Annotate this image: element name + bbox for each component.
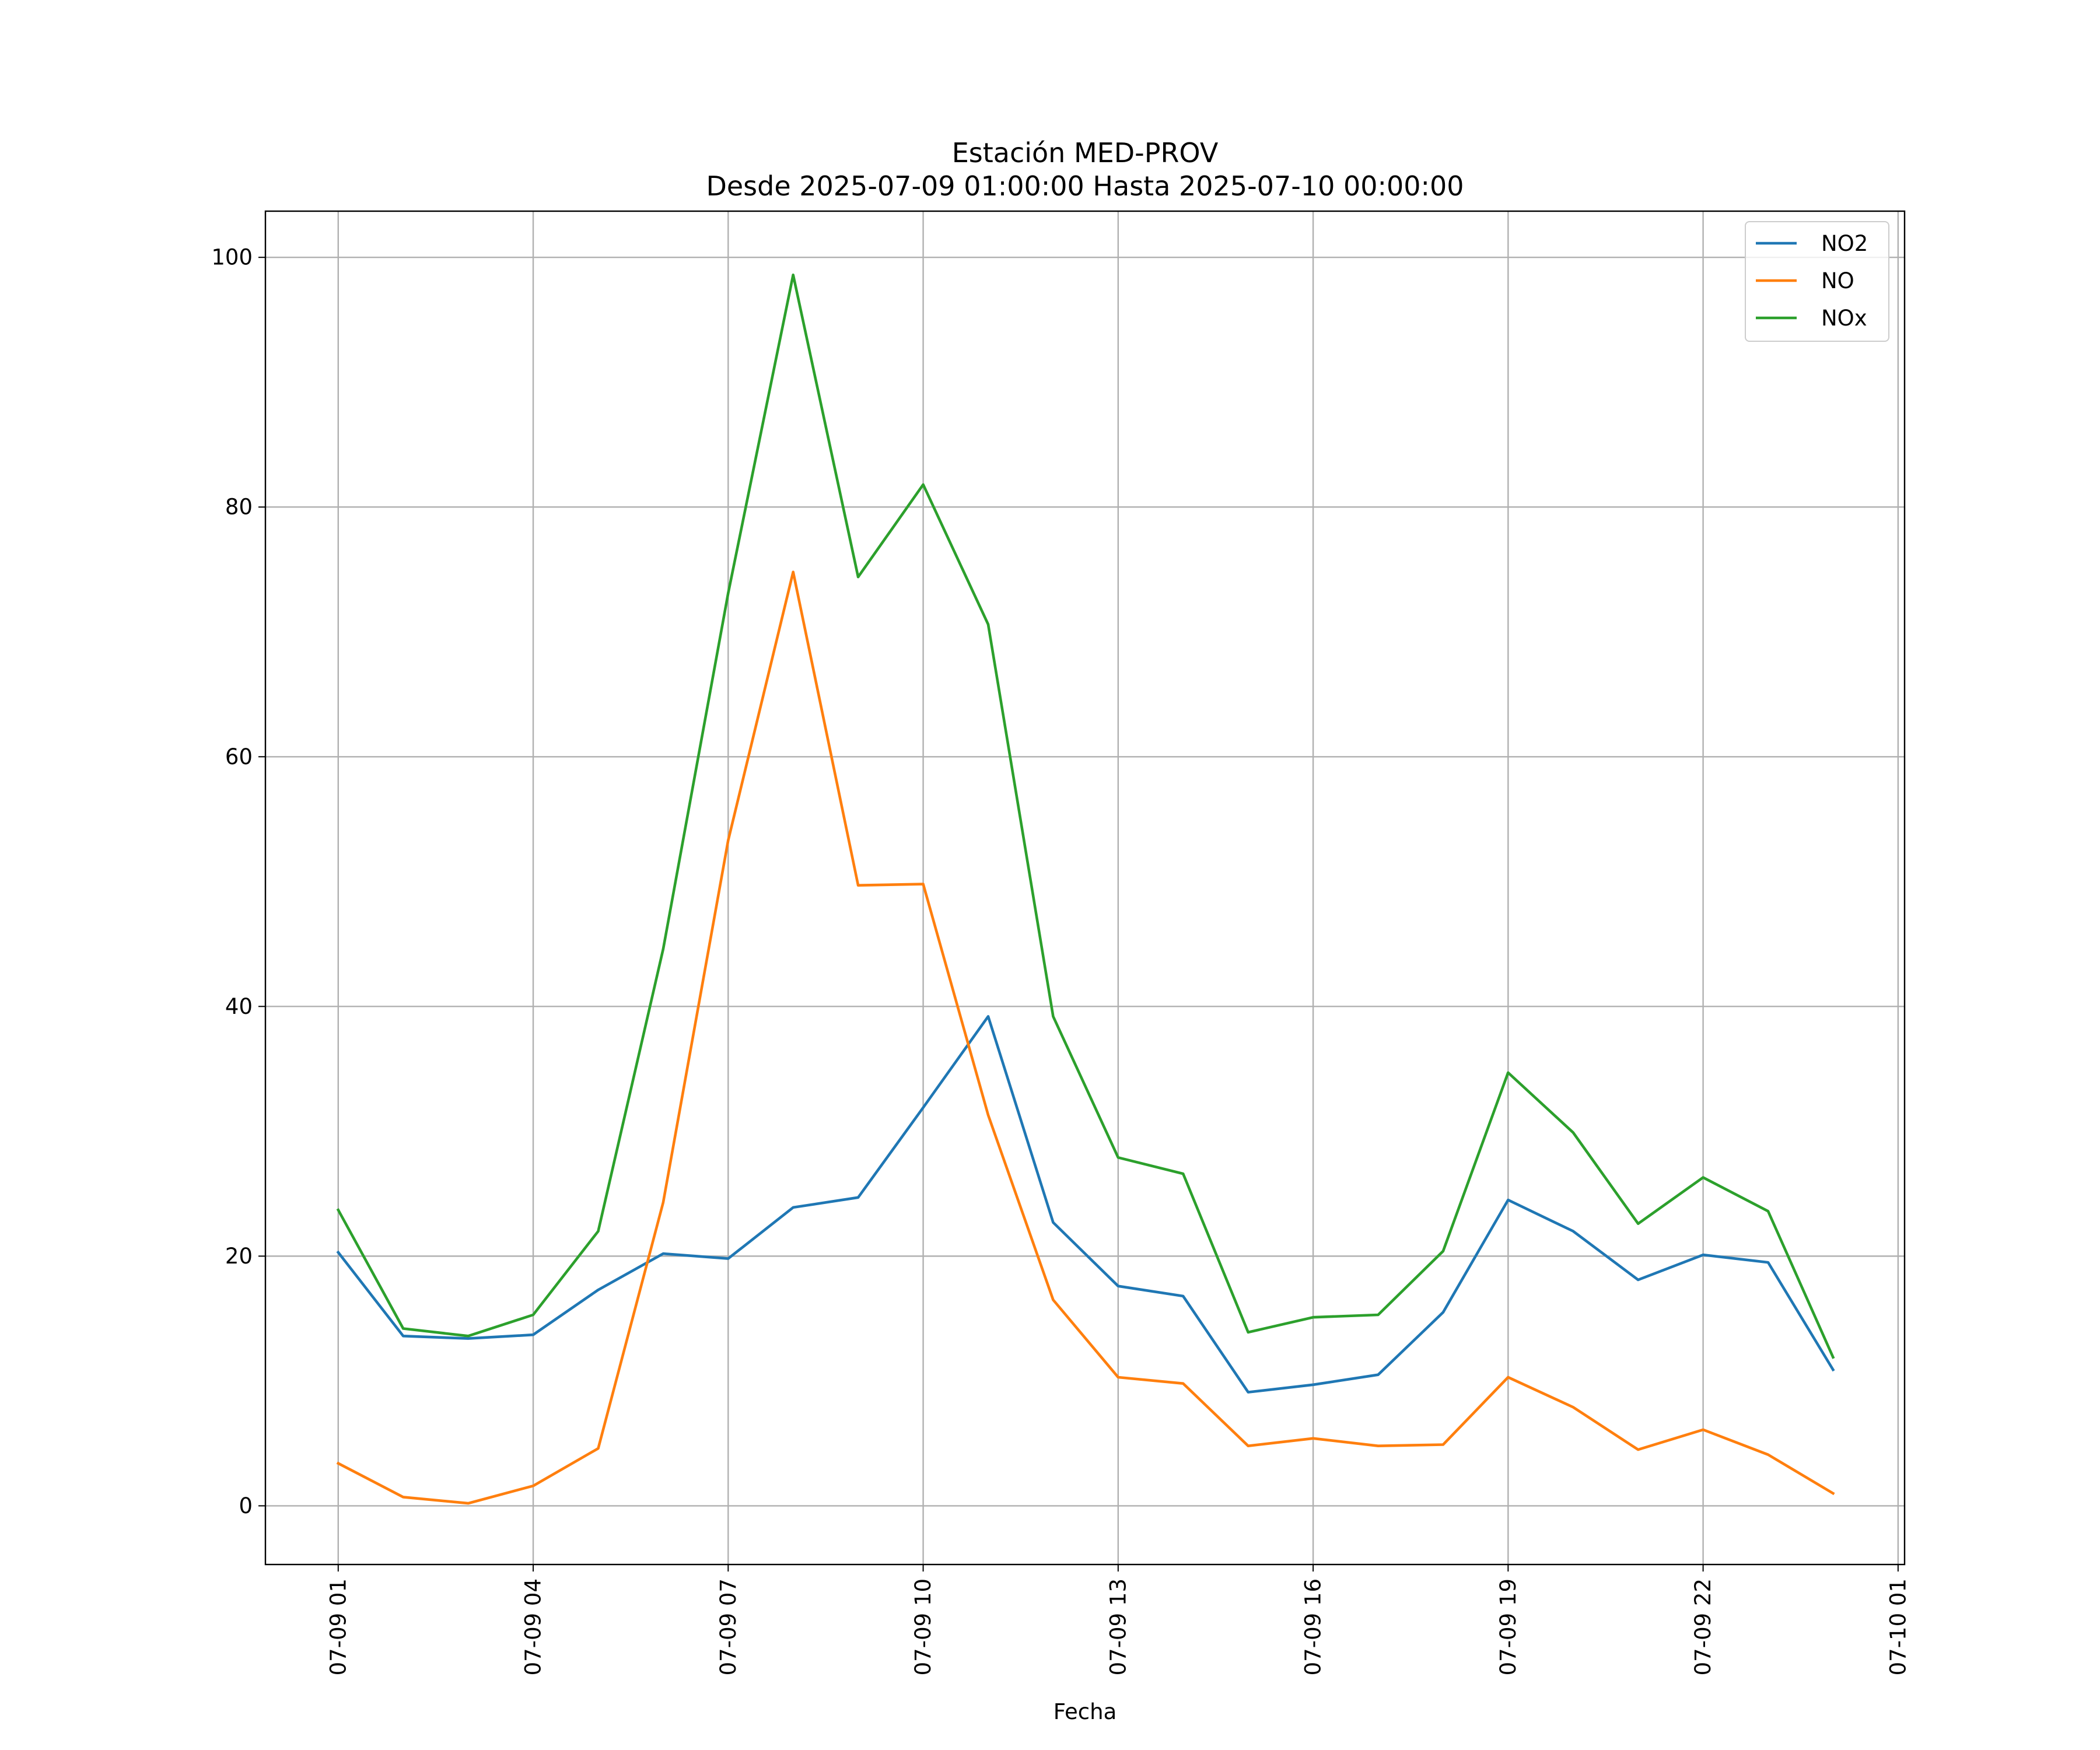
legend-label-nox: NOx [1821,306,1867,331]
chart-title: Estación MED-PROV [952,137,1219,169]
x-tick-label: 07-10 01 [1885,1578,1910,1675]
x-tick-label: 07-09 04 [521,1578,546,1675]
y-tick-label: 60 [225,744,253,769]
x-axis: 07-09 01 07-09 04 07-09 07 07-09 10 07-09 13… [326,1564,1910,1675]
x-tick-label: 07-09 13 [1105,1578,1130,1675]
x-tick-label: 07-09 22 [1690,1578,1716,1675]
y-axis: 0 20 40 60 80 100 [211,245,265,1518]
series-line-no2 [336,1015,1835,1394]
y-tick-label: 20 [225,1244,253,1269]
plot-frame [264,210,1906,1566]
legend-label-no2: NO2 [1821,231,1868,256]
y-tick-label: 0 [239,1493,253,1518]
series-layer [336,273,1835,1505]
y-tick-label: 100 [211,245,253,270]
series-line-no [336,570,1835,1505]
series-line-nox [336,273,1835,1359]
x-tick-label: 07-09 01 [326,1578,351,1675]
legend-label-no: NO [1821,268,1854,293]
y-tick-label: 80 [225,495,253,520]
x-tick-label: 07-09 07 [716,1578,741,1675]
grid [265,211,1905,1564]
x-axis-label: Fecha [1054,1699,1117,1724]
x-tick-label: 07-09 10 [911,1578,936,1675]
legend: NO2 NO NOx [1745,221,1889,342]
legend-frame [1745,221,1889,342]
y-tick-label: 40 [225,994,253,1019]
chart-subtitle: Desde 2025-07-09 01:00:00 Hasta 2025-07-… [706,170,1464,202]
x-tick-label: 07-09 16 [1301,1578,1326,1675]
x-tick-label: 07-09 19 [1496,1578,1521,1675]
